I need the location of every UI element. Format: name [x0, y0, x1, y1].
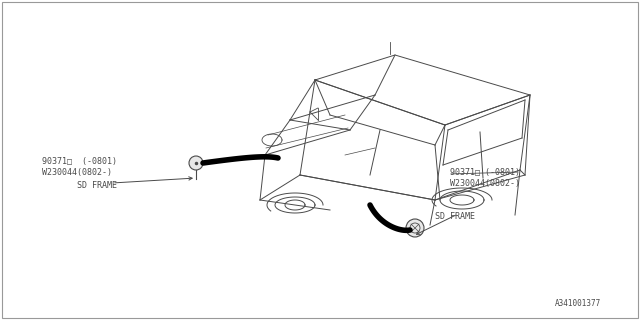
Text: W230044(0802-): W230044(0802-)	[42, 168, 112, 177]
Text: SD FRAME: SD FRAME	[435, 212, 475, 221]
Text: W230044(0802-): W230044(0802-)	[450, 179, 520, 188]
Circle shape	[189, 156, 203, 170]
Text: A341001377: A341001377	[555, 299, 601, 308]
Circle shape	[406, 219, 424, 237]
Text: 90371□ (-0801): 90371□ (-0801)	[450, 168, 520, 177]
Text: SD FRAME: SD FRAME	[77, 181, 117, 190]
Text: 90371□  (-0801): 90371□ (-0801)	[42, 157, 117, 166]
